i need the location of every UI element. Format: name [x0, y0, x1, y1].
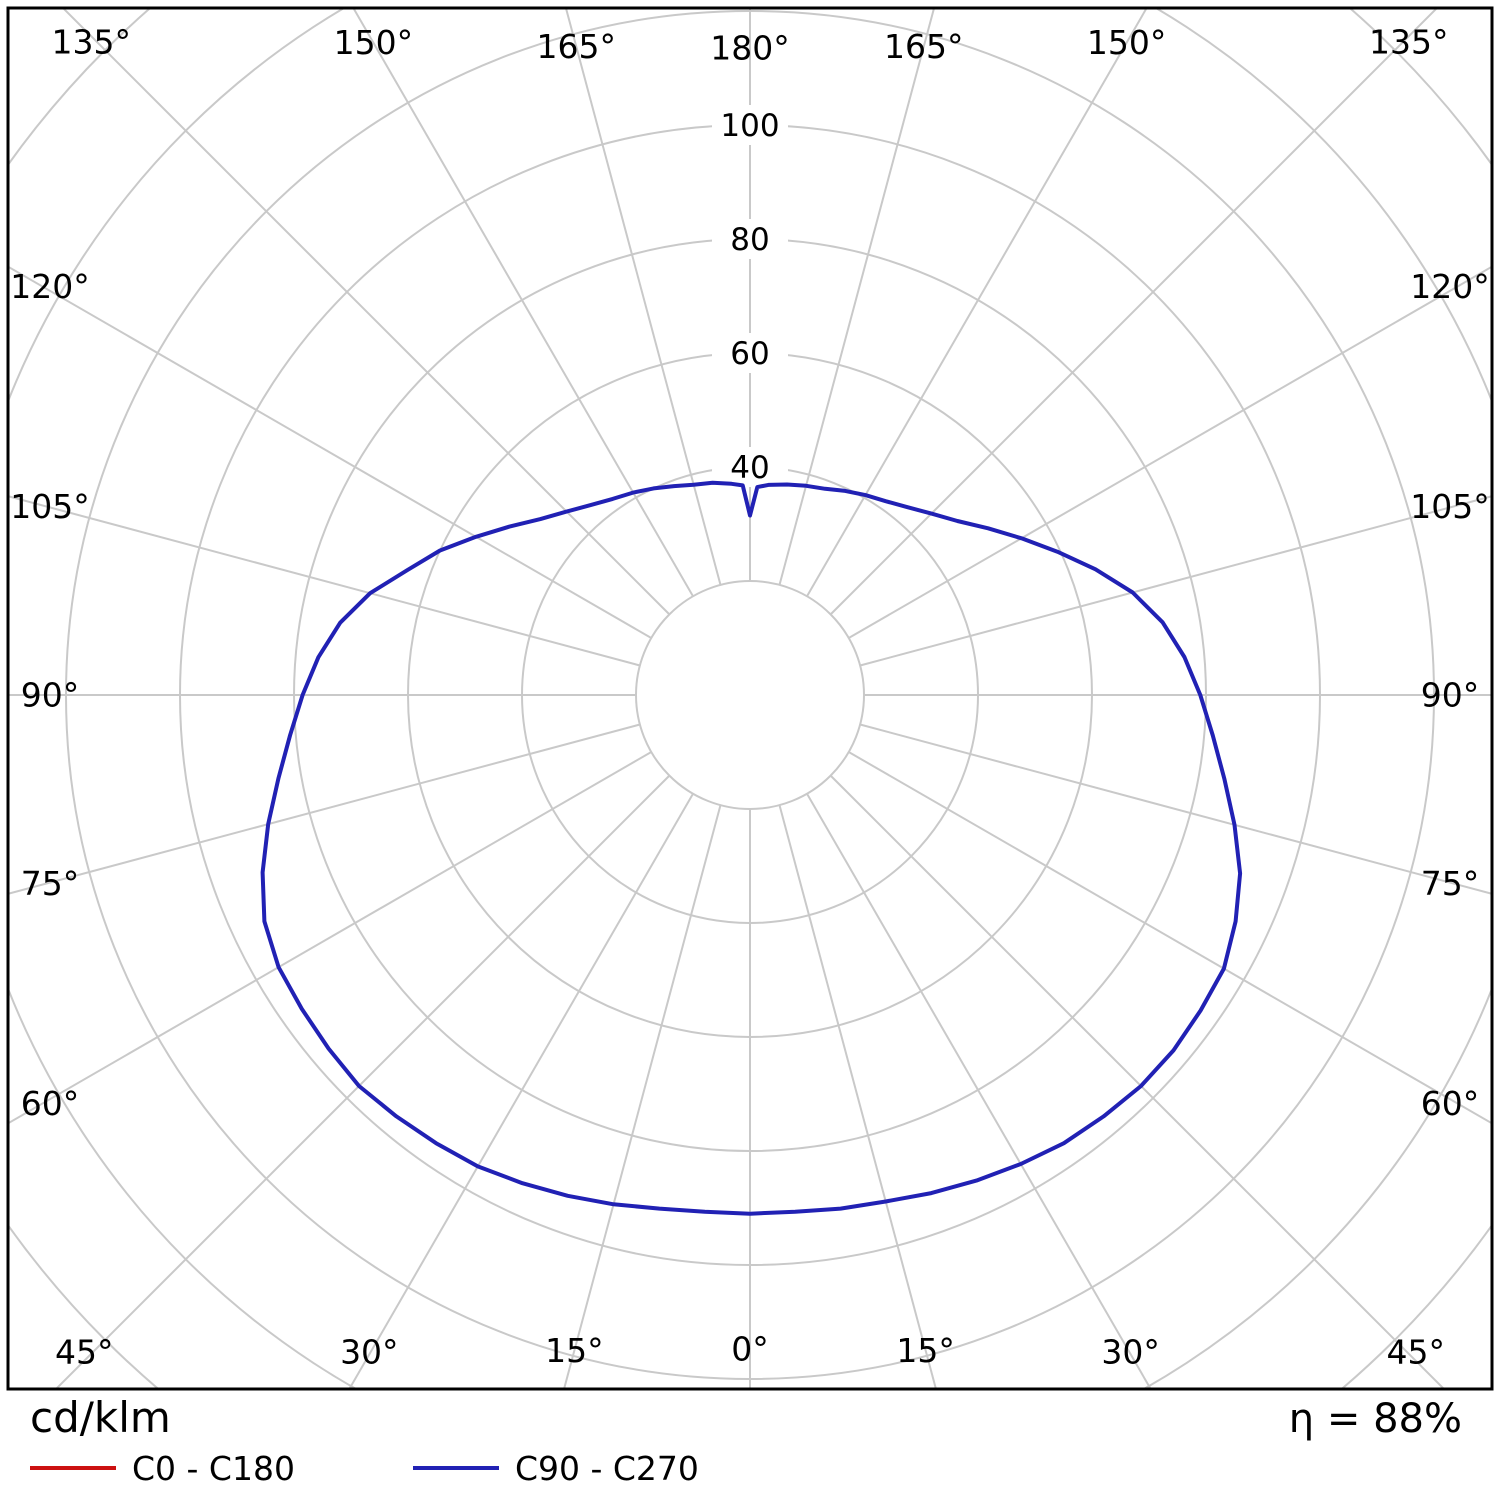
svg-text:150°: 150° — [334, 23, 414, 62]
units-label: cd/klm — [30, 1393, 171, 1442]
svg-text:30°: 30° — [1101, 1333, 1160, 1372]
svg-text:75°: 75° — [1421, 864, 1480, 903]
svg-text:120°: 120° — [1410, 267, 1490, 306]
svg-text:135°: 135° — [1369, 23, 1449, 62]
svg-text:105°: 105° — [10, 487, 90, 526]
svg-text:120°: 120° — [10, 267, 90, 306]
svg-text:80: 80 — [730, 222, 769, 258]
svg-text:30°: 30° — [340, 1333, 399, 1372]
svg-text:15°: 15° — [545, 1331, 604, 1370]
svg-text:165°: 165° — [884, 27, 964, 66]
svg-text:60°: 60° — [1421, 1084, 1480, 1123]
svg-text:150°: 150° — [1087, 23, 1167, 62]
svg-text:135°: 135° — [52, 23, 132, 62]
legend-swatch-c0-icon — [30, 1466, 116, 1470]
svg-text:105°: 105° — [1410, 487, 1490, 526]
legend: C0 - C180 C90 - C270 — [30, 1446, 699, 1490]
svg-text:45°: 45° — [55, 1333, 114, 1372]
svg-text:15°: 15° — [896, 1331, 955, 1370]
svg-text:165°: 165° — [537, 27, 617, 66]
legend-label-c0: C0 - C180 — [132, 1448, 295, 1488]
legend-item-c0-c180: C0 - C180 — [30, 1449, 295, 1488]
svg-text:90°: 90° — [21, 676, 80, 715]
svg-text:90°: 90° — [1421, 676, 1480, 715]
legend-item-c90-c270: C90 - C270 — [412, 1448, 699, 1488]
svg-text:75°: 75° — [21, 864, 80, 903]
svg-text:60°: 60° — [21, 1084, 80, 1123]
legend-swatch-c90-icon — [412, 1466, 499, 1470]
svg-text:40: 40 — [730, 450, 769, 486]
svg-text:0°: 0° — [731, 1330, 769, 1369]
svg-text:45°: 45° — [1386, 1333, 1445, 1372]
legend-label-c90: C90 - C270 — [514, 1448, 699, 1488]
svg-text:60: 60 — [730, 336, 769, 372]
svg-text:100: 100 — [720, 108, 779, 144]
efficiency-value: η = 88% — [1288, 1396, 1462, 1442]
svg-text:180°: 180° — [710, 29, 790, 68]
